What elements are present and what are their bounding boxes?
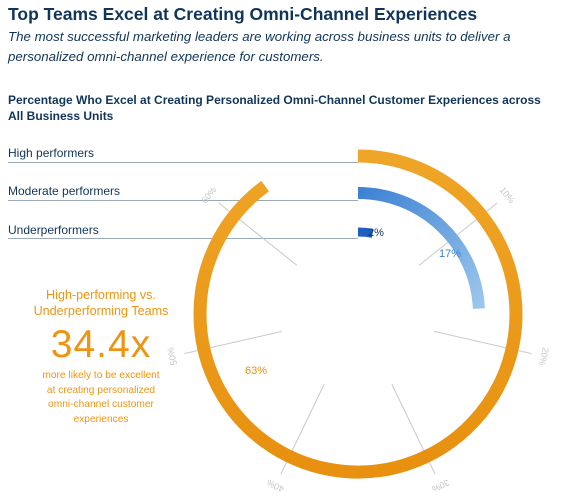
category-rule-moderate-performers bbox=[8, 200, 358, 201]
callout-value: 34.4x bbox=[50, 323, 152, 366]
tick-label-20: 20% bbox=[537, 347, 551, 367]
tick-label-50: 50% bbox=[165, 347, 179, 367]
comparison-callout: High-performing vs. Underperforming Team… bbox=[8, 287, 194, 426]
category-label-high-performers: High performers bbox=[8, 146, 95, 160]
bar-moderate-performers bbox=[357, 187, 485, 309]
callout-body-line-2: at creating personalized bbox=[46, 384, 156, 396]
tick-label-60: 60% bbox=[199, 185, 218, 205]
chart-title: Percentage Who Excel at Creating Persona… bbox=[8, 93, 541, 123]
tick-label-10: 10% bbox=[498, 185, 517, 205]
callout-heading-line-1: High-performing vs. bbox=[46, 288, 156, 302]
value-label-moderate-performers: 17% bbox=[439, 248, 461, 260]
value-labels: 63% 17% 2% bbox=[245, 227, 461, 377]
callout-body-line-4: experiences bbox=[73, 413, 129, 425]
category-rule-underperformers bbox=[8, 238, 358, 239]
page-subtitle: The most successful marketing leaders ar… bbox=[8, 29, 511, 64]
callout-heading-line-2: Underperforming Teams bbox=[33, 304, 169, 318]
callout-body-line-3: omni-channel customer bbox=[48, 399, 154, 410]
category-label-moderate-performers: Moderate performers bbox=[8, 184, 121, 198]
value-label-high-performers: 63% bbox=[245, 365, 267, 377]
chart-bars bbox=[193, 149, 523, 479]
page-title: Top Teams Excel at Creating Omni-Channel… bbox=[8, 4, 478, 24]
callout-body-line-1: more likely to be excellent bbox=[42, 370, 160, 381]
tick-label-30: 30% bbox=[430, 477, 451, 494]
tick-label-40: 40% bbox=[265, 477, 286, 494]
value-label-underperformers: 2% bbox=[368, 227, 384, 239]
bar-high-performers bbox=[193, 149, 523, 479]
category-rule-high-performers bbox=[8, 162, 358, 163]
category-label-underperformers: Underperformers bbox=[8, 223, 99, 237]
bar-underperformers bbox=[357, 227, 374, 238]
